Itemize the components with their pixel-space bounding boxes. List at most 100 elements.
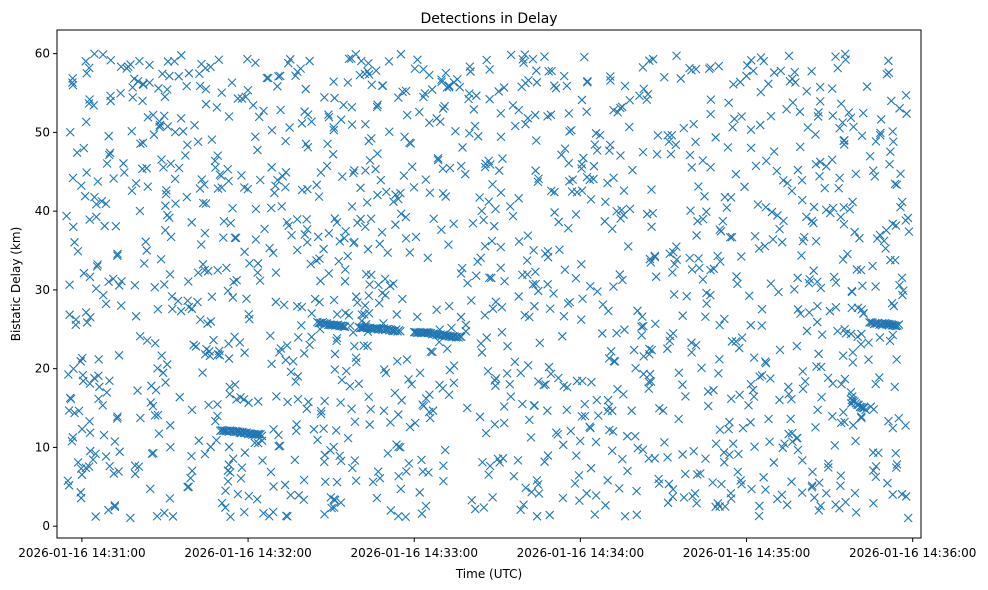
data-point (250, 132, 260, 142)
data-point (876, 115, 886, 124)
data-point (98, 290, 108, 300)
data-point (553, 373, 563, 383)
data-point (609, 282, 618, 292)
data-point (267, 359, 276, 369)
data-point (481, 428, 491, 438)
data-point (746, 125, 756, 135)
data-point (668, 484, 678, 494)
data-point (815, 157, 825, 167)
data-point (202, 344, 211, 354)
data-point (792, 341, 802, 351)
data-point (816, 283, 826, 293)
data-point (591, 437, 601, 447)
data-point (183, 277, 193, 286)
data-point (396, 188, 405, 198)
data-point (164, 213, 174, 223)
data-point (171, 199, 180, 209)
data-point (110, 437, 120, 446)
data-point (514, 105, 524, 115)
data-point (499, 418, 509, 428)
data-point (343, 433, 353, 443)
data-point (82, 68, 92, 78)
data-point (882, 69, 892, 79)
data-point (324, 110, 333, 120)
data-point (901, 90, 911, 100)
data-point (161, 189, 171, 199)
data-point (494, 87, 504, 96)
data-point (831, 302, 841, 312)
data-point (645, 369, 655, 379)
data-point (277, 201, 287, 211)
data-point (663, 453, 672, 462)
data-point (282, 341, 292, 350)
data-point (894, 320, 904, 329)
data-point (856, 265, 866, 275)
data-point (173, 296, 183, 306)
data-point (620, 511, 630, 521)
data-point (571, 209, 581, 219)
data-point (809, 202, 819, 212)
data-point (305, 340, 315, 350)
data-point (347, 463, 357, 473)
data-point (750, 442, 759, 452)
data-point (549, 81, 559, 90)
data-point (883, 478, 892, 488)
data-point (281, 355, 291, 365)
data-point (137, 164, 147, 174)
data-point (484, 197, 494, 207)
data-point (864, 355, 873, 364)
data-point (111, 221, 121, 231)
data-point (692, 498, 702, 508)
data-point (500, 276, 509, 286)
data-point (749, 353, 759, 362)
data-point (532, 77, 542, 87)
data-point (307, 308, 317, 318)
data-point (703, 387, 713, 396)
data-point (682, 291, 692, 301)
data-point (851, 169, 861, 179)
data-point (488, 179, 497, 189)
data-point (858, 281, 867, 291)
data-point (750, 231, 760, 241)
data-point (875, 230, 885, 240)
data-point (514, 237, 524, 246)
data-point (200, 449, 210, 459)
data-point (766, 374, 775, 383)
data-point (670, 259, 679, 269)
data-point (336, 398, 346, 407)
data-point (828, 379, 838, 388)
data-point (736, 252, 746, 261)
data-point (365, 420, 375, 429)
data-point (357, 316, 367, 326)
data-point (439, 461, 448, 471)
data-point (297, 119, 307, 128)
data-point (429, 214, 439, 224)
data-point (433, 153, 443, 163)
data-point (543, 279, 553, 289)
data-point (348, 168, 358, 178)
data-point (305, 56, 314, 66)
data-point (398, 87, 407, 97)
data-point (244, 398, 253, 408)
data-point (119, 168, 129, 177)
data-point (224, 112, 234, 121)
data-point (332, 333, 342, 343)
data-point (245, 258, 254, 268)
data-point (395, 326, 405, 336)
data-point (205, 351, 215, 361)
data-point (800, 377, 810, 386)
data-point (436, 225, 446, 235)
data-point (674, 368, 684, 378)
data-point (689, 119, 699, 129)
data-point (531, 166, 540, 176)
data-point (557, 331, 567, 341)
data-point (831, 52, 840, 62)
data-point (769, 68, 779, 77)
data-point (892, 355, 902, 364)
data-point (838, 407, 848, 417)
data-point (676, 74, 686, 83)
data-point (662, 344, 672, 354)
data-point (875, 130, 885, 140)
data-point (290, 455, 300, 465)
data-point (517, 270, 527, 280)
